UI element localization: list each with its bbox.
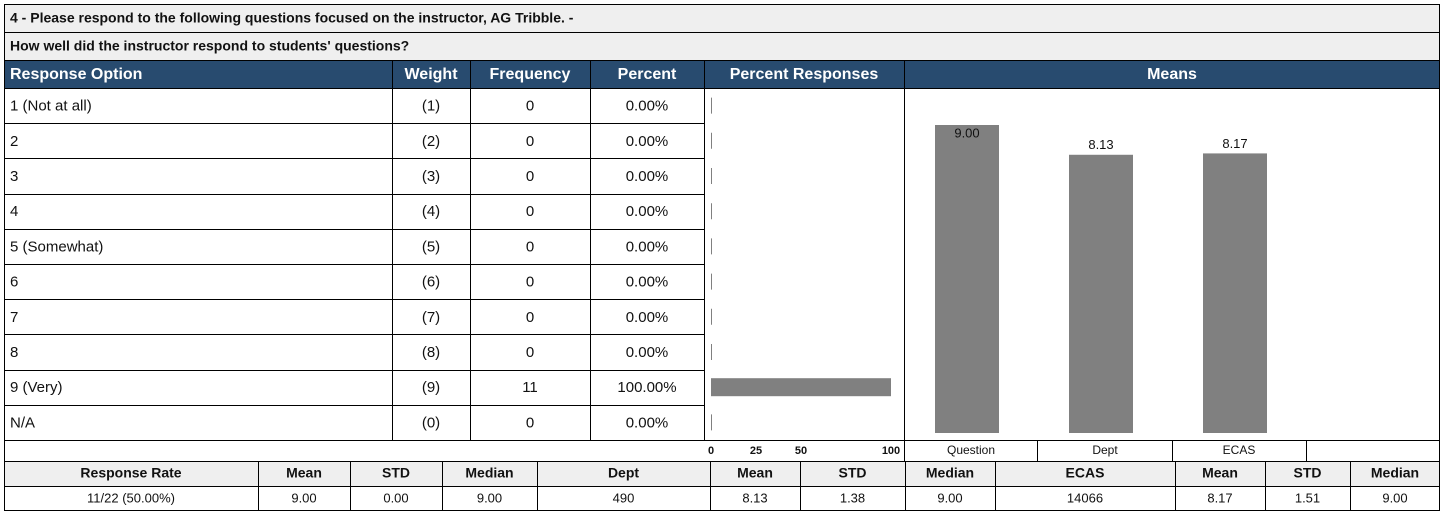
x-tick-label: 50 (795, 445, 807, 457)
summary-cell: 14066 (1067, 490, 1103, 505)
question: How well did the instructor respond to s… (10, 38, 409, 54)
x-tick-label: 0 (708, 445, 714, 457)
cell: 0 (526, 168, 534, 185)
column-header-label: Percent Responses (730, 66, 879, 83)
summary-cell: 9.00 (1382, 490, 1407, 505)
column-header-label: Percent (618, 66, 677, 83)
summary-cell: 0.00 (383, 490, 408, 505)
cell: 0.00% (626, 133, 669, 150)
cell: 0.00% (626, 414, 669, 431)
x-tick-label: 25 (750, 445, 762, 457)
mean-label: 9.00 (954, 125, 979, 140)
cell: 0.00% (626, 203, 669, 220)
question-row (4, 32, 1440, 61)
column-header-label: Means (1147, 66, 1197, 83)
cell: 0 (526, 414, 534, 431)
cell: 0.00% (626, 168, 669, 185)
cell: 0.00% (626, 238, 669, 255)
cell: 0.00% (626, 274, 669, 291)
cell: (1) (422, 98, 440, 115)
category-label: Dept (1092, 443, 1118, 457)
cell: 0.00% (626, 309, 669, 326)
summary-cell: 8.13 (742, 490, 767, 505)
summary-header-label: ECAS (1066, 465, 1105, 481)
summary-cell: 8.17 (1207, 490, 1232, 505)
cell: 0 (526, 133, 534, 150)
summary-header-label: Median (926, 465, 974, 481)
cell: 100.00% (617, 379, 676, 396)
mean-label: 8.17 (1222, 136, 1247, 151)
cell: 0 (526, 203, 534, 220)
cell: (5) (422, 238, 440, 255)
column-header-label: Weight (404, 66, 458, 83)
mean-label: 8.13 (1088, 137, 1113, 152)
cell: 4 (10, 203, 18, 220)
summary-header-label: Mean (737, 465, 773, 481)
category-label: ECAS (1223, 443, 1256, 457)
cell: 1 (Not at all) (10, 98, 92, 115)
cell: 6 (10, 274, 18, 291)
column-header (4, 60, 1440, 89)
cell: 0.00% (626, 98, 669, 115)
summary-header-label: STD (1294, 465, 1322, 481)
cell: 2 (10, 133, 18, 150)
mean-bar (1069, 154, 1133, 434)
summary-header-label: Mean (1202, 465, 1238, 481)
cell: 0.00% (626, 344, 669, 361)
summary-cell: 490 (613, 490, 635, 505)
cell: (4) (422, 203, 440, 220)
cell: 0 (526, 274, 534, 291)
summary-cell: 9.00 (477, 490, 502, 505)
cell: 5 (Somewhat) (10, 238, 103, 255)
column-header-label: Frequency (490, 66, 571, 83)
cell: 9 (Very) (10, 379, 63, 396)
cell: 3 (10, 168, 18, 185)
cell: 0 (526, 238, 534, 255)
cell: (7) (422, 309, 440, 326)
summary-cell: 9.00 (291, 490, 316, 505)
cell: 0 (526, 309, 534, 326)
outer-border (4, 4, 1440, 511)
cell: (3) (422, 168, 440, 185)
cell: 0 (526, 344, 534, 361)
category-label: Question (947, 443, 995, 457)
cell: N/A (10, 414, 35, 431)
summary-header-label: Response Rate (80, 465, 181, 481)
mean-bar (1203, 153, 1267, 433)
mean-bar (935, 125, 999, 433)
summary-header-label: Dept (608, 465, 639, 481)
column-header-label: Response Option (10, 66, 142, 83)
summary-cell: 11/22 (50.00%) (87, 490, 175, 505)
cell: (2) (422, 133, 440, 150)
title: 4 - Please respond to the following ques… (10, 10, 574, 26)
summary-header-label: STD (382, 465, 410, 481)
percent-bar (711, 378, 891, 397)
x-tick-label: 100 (882, 445, 900, 457)
cell: (6) (422, 274, 440, 291)
summary-header-label: Mean (286, 465, 322, 481)
summary-header-label: Median (1371, 465, 1419, 481)
summary-cell: 1.38 (840, 490, 865, 505)
cell: (9) (422, 379, 440, 396)
summary-cell: 9.00 (937, 490, 962, 505)
cell: 8 (10, 344, 18, 361)
cell: 11 (522, 379, 538, 396)
summary-cell: 1.51 (1295, 490, 1320, 505)
summary-header-label: Median (465, 465, 513, 481)
summary-header-label: STD (839, 465, 867, 481)
title-row (4, 4, 1440, 33)
cell: 0 (526, 98, 534, 115)
cell: 7 (10, 309, 18, 326)
cell: (0) (422, 414, 440, 431)
cell: (8) (422, 344, 440, 361)
